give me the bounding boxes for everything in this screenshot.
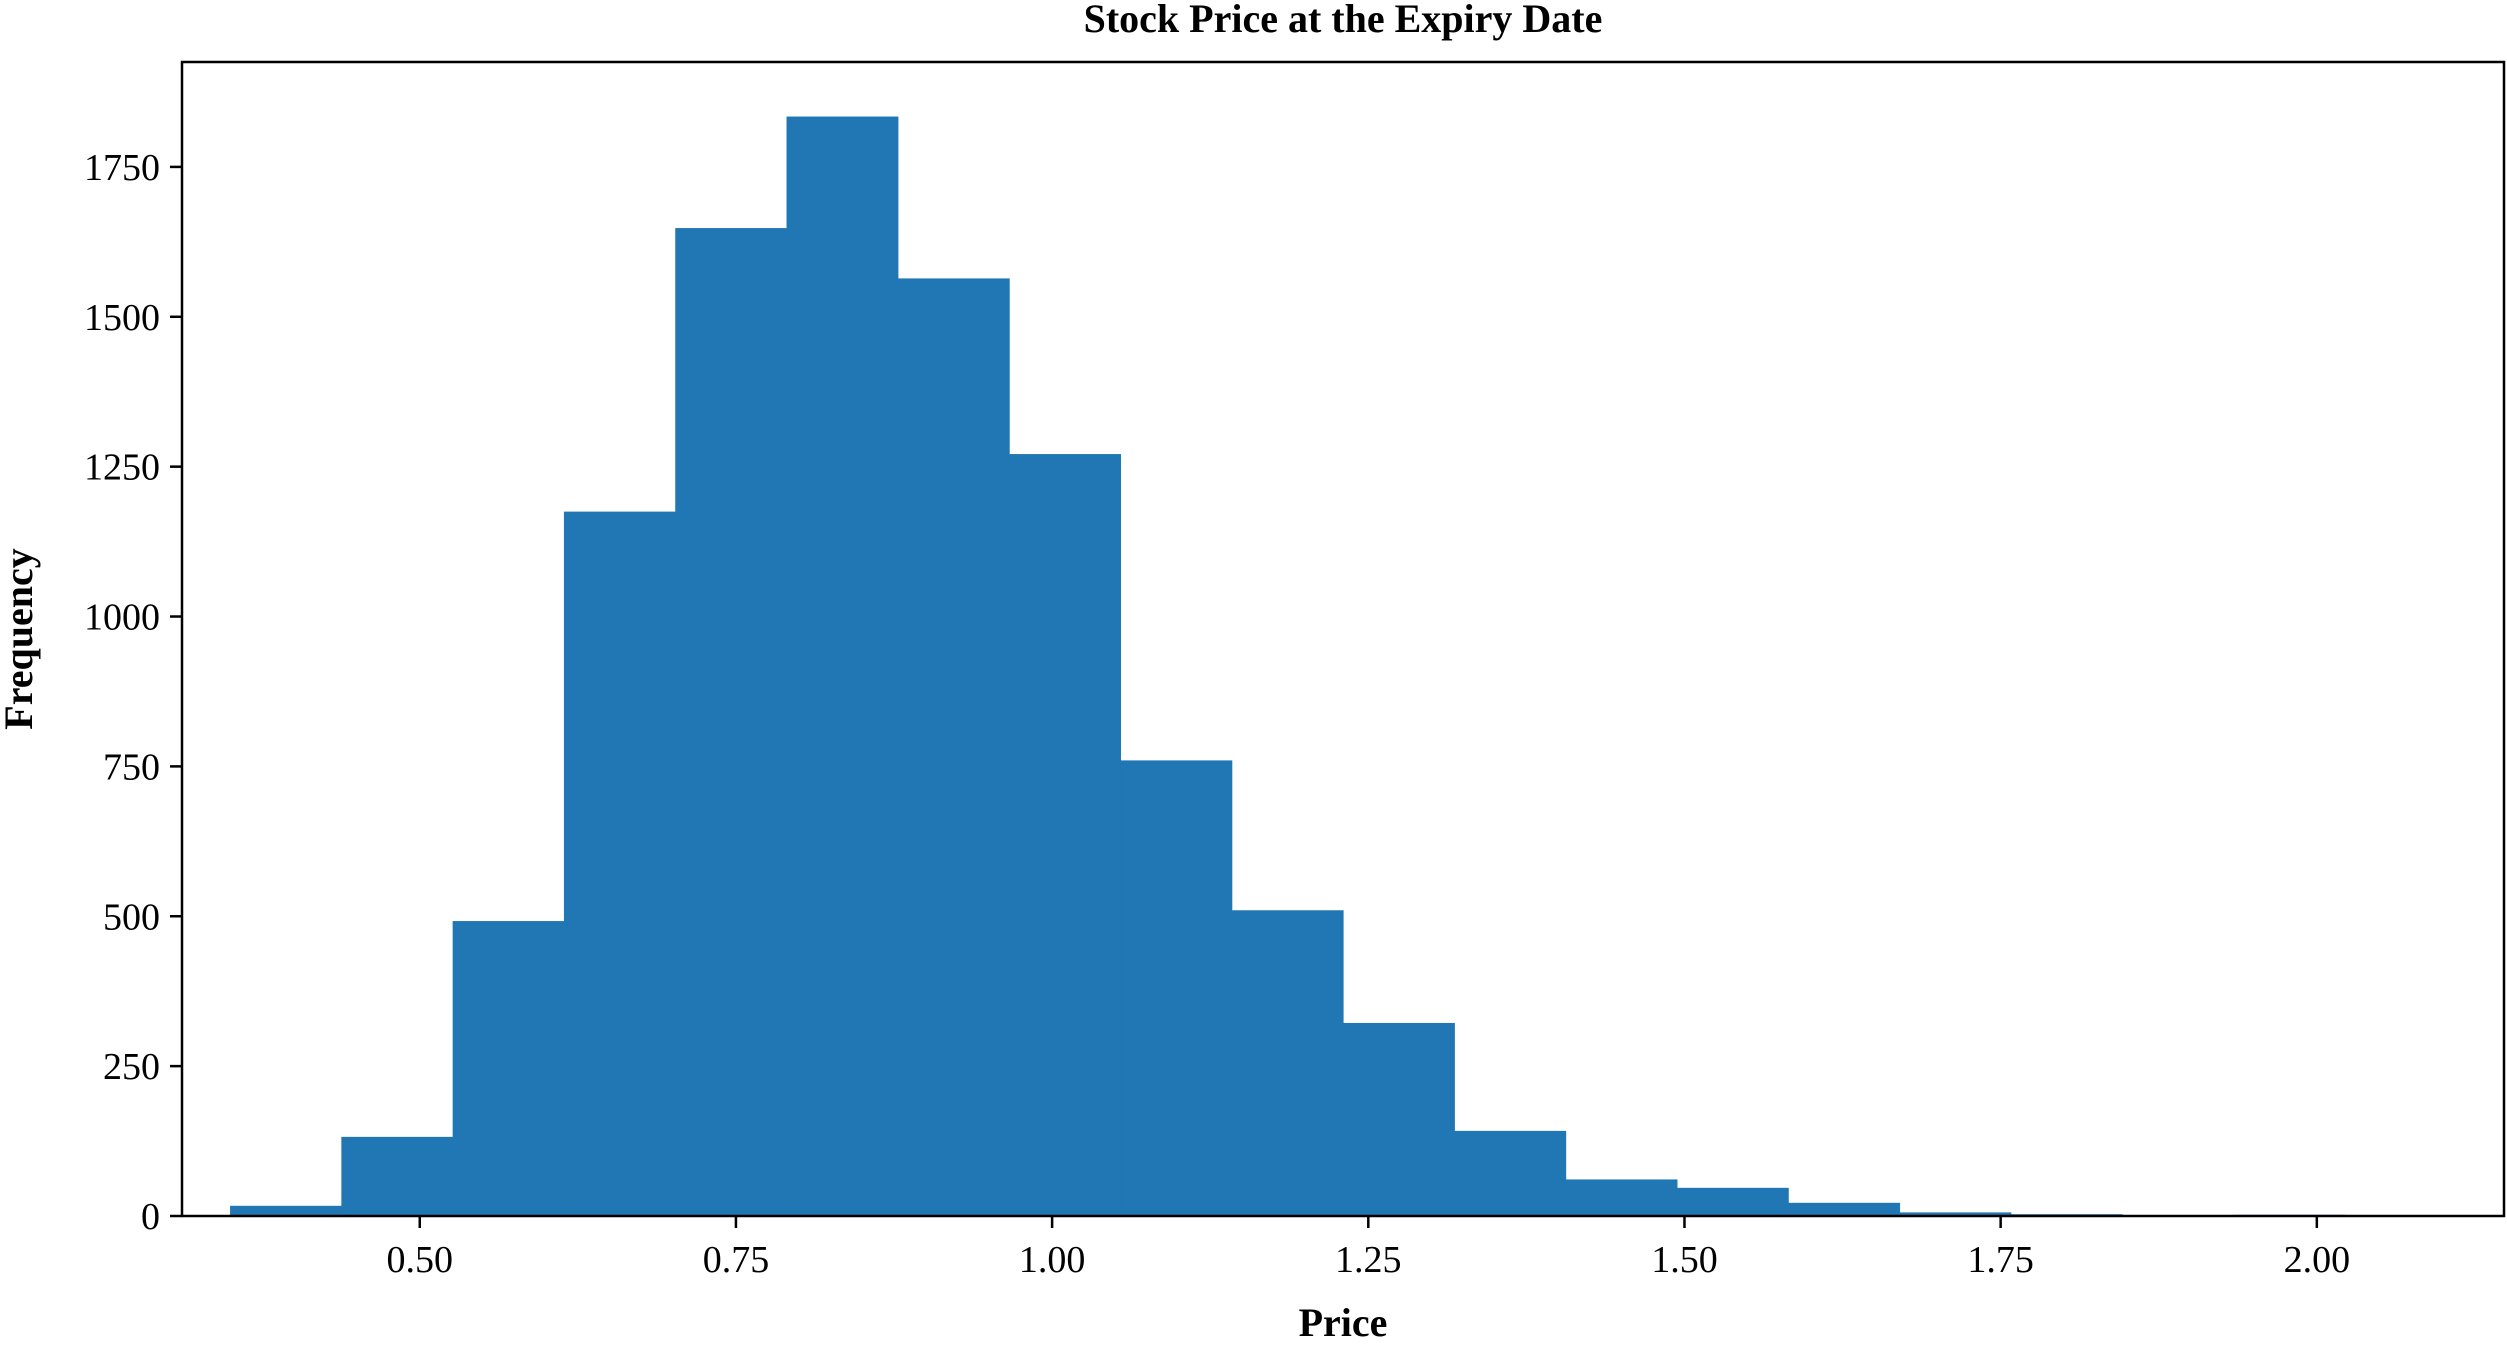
y-tick-label: 0 <box>141 1196 160 1238</box>
histogram-bar <box>230 1205 342 1216</box>
histogram-bar <box>1454 1130 1567 1216</box>
x-tick-label: 1.50 <box>1651 1239 1718 1281</box>
bars-layer <box>230 116 2346 1216</box>
x-tick-label: 1.25 <box>1335 1239 1402 1281</box>
y-tick-label: 1750 <box>84 147 160 189</box>
histogram-bar <box>452 921 565 1216</box>
histogram-bar <box>786 116 899 1216</box>
chart-title: Stock Price at the Expiry Date <box>1084 0 1603 41</box>
histogram-bar <box>897 278 1010 1216</box>
y-axis: 0 250 500 750 1000 1250 1500 1750 <box>84 147 182 1238</box>
histogram-bar <box>1676 1187 1789 1216</box>
histogram-bar <box>1009 454 1122 1216</box>
histogram-bar <box>341 1136 454 1216</box>
histogram-bar <box>1565 1179 1678 1216</box>
plot-frame <box>180 60 2506 1218</box>
histogram-bar <box>1343 1022 1455 1216</box>
x-tick-label: 2.00 <box>2284 1239 2351 1281</box>
histogram-bar <box>1788 1202 1901 1216</box>
y-tick-label: 1000 <box>84 597 160 639</box>
y-tick-label: 500 <box>103 896 160 938</box>
histogram-bar <box>1120 760 1233 1216</box>
x-tick-label: 0.50 <box>387 1239 454 1281</box>
y-tick-label: 250 <box>103 1046 160 1088</box>
y-tick-label: 750 <box>103 746 160 788</box>
y-axis-label: Frequency <box>0 548 41 729</box>
x-tick-label: 1.00 <box>1019 1239 1086 1281</box>
x-tick-label: 0.75 <box>703 1239 770 1281</box>
x-axis-label: Price <box>1299 1300 1388 1345</box>
histogram-bar <box>1899 1212 2012 1216</box>
histogram-bar <box>563 511 676 1216</box>
histogram-bar <box>1231 910 1344 1216</box>
x-axis: 0.50 0.75 1.00 1.25 1.50 1.75 2.00 <box>387 1216 2351 1281</box>
histogram-bar <box>675 228 788 1216</box>
x-tick-label: 1.75 <box>1967 1239 2034 1281</box>
y-tick-label: 1250 <box>84 447 160 489</box>
y-tick-label: 1500 <box>84 297 160 339</box>
